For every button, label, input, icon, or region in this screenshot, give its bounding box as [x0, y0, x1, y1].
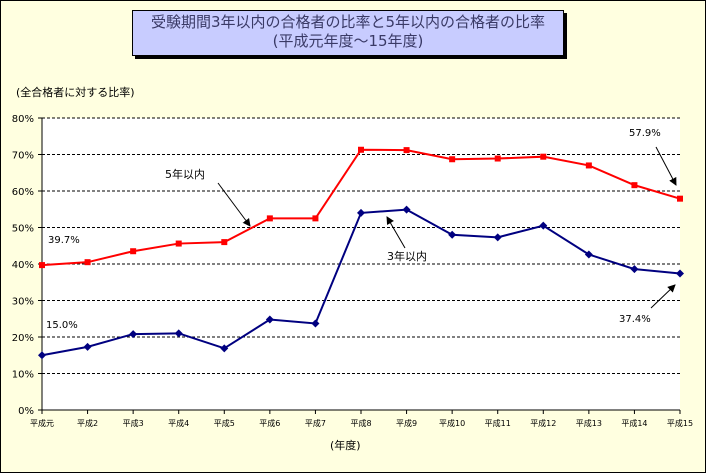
- y-axis-label: (全合格者に対する比率): [16, 86, 135, 99]
- data-point: [448, 230, 457, 239]
- x-tick-label: 平成元: [30, 418, 54, 428]
- data-point: [265, 315, 274, 324]
- x-tick-label: 平成5: [214, 418, 235, 428]
- data-point: [449, 156, 456, 163]
- arrow-5yr: [217, 182, 251, 227]
- x-tick-label: 平成10: [439, 418, 465, 428]
- data-point: [311, 319, 320, 328]
- x-tick-label: 平成15: [667, 418, 693, 428]
- data-point: [676, 269, 684, 278]
- data-point: [358, 146, 364, 153]
- x-tick-label: 平成8: [350, 418, 371, 428]
- data-label-last-5yr: 57.9%: [629, 128, 661, 139]
- x-tick-label: 平成9: [396, 418, 417, 428]
- x-tick-label: 平成7: [305, 418, 326, 428]
- y-tick-label: 40%: [12, 260, 34, 271]
- data-point: [39, 262, 45, 269]
- series-label-5yr: 5年以内: [165, 167, 205, 181]
- x-tick-label: 平成3: [123, 418, 144, 428]
- data-point: [585, 162, 592, 169]
- x-tick-label: 平成11: [485, 418, 511, 428]
- data-point: [402, 205, 411, 214]
- x-tick-label: 平成4: [168, 418, 189, 428]
- data-point: [493, 233, 502, 242]
- y-tick-label: 10%: [12, 370, 34, 381]
- y-tick-label: 70%: [12, 151, 34, 162]
- data-point: [84, 259, 91, 266]
- data-point: [129, 330, 138, 339]
- data-point: [130, 248, 137, 255]
- arrow-last-3yr: [650, 284, 676, 309]
- data-point: [38, 351, 46, 360]
- y-tick-label: 80%: [12, 114, 34, 125]
- y-tick-label: 50%: [12, 224, 34, 235]
- chart-subtitle: (平成元年度～15年度): [272, 32, 424, 50]
- x-tick-label: 平成2: [77, 418, 98, 428]
- x-tick-label: 平成14: [621, 418, 647, 428]
- data-point: [403, 147, 410, 154]
- y-tick-label: 30%: [12, 297, 34, 308]
- x-axis-label: (年度): [330, 439, 361, 452]
- data-label-first-3yr: 15.0%: [46, 320, 78, 331]
- arrow-3yr: [386, 216, 406, 249]
- data-point: [630, 265, 639, 274]
- data-point: [221, 239, 228, 246]
- y-tick-label: 20%: [12, 333, 34, 344]
- arrow-last-5yr: [655, 146, 677, 186]
- series-label-3yr: 3年以内: [387, 249, 427, 263]
- data-point: [174, 329, 183, 338]
- data-label-last-3yr: 37.4%: [619, 314, 651, 325]
- data-label-first-5yr: 39.7%: [48, 235, 80, 246]
- y-tick-label: 0%: [18, 406, 34, 417]
- data-point: [631, 182, 638, 189]
- x-tick-label: 平成13: [576, 418, 602, 428]
- data-point: [83, 342, 92, 351]
- data-point: [175, 240, 182, 247]
- data-point: [357, 208, 365, 217]
- chart-title-box: 受験期間3年以内の合格者の比率と5年以内の合格者の比率 (平成元年度～15年度): [132, 10, 564, 56]
- x-tick-label: 平成12: [530, 418, 556, 428]
- data-point: [540, 153, 547, 160]
- data-point: [220, 344, 229, 353]
- data-point: [494, 155, 501, 162]
- x-tick-label: 平成6: [259, 418, 280, 428]
- data-point: [584, 250, 593, 259]
- data-point: [312, 215, 319, 222]
- data-point: [266, 215, 273, 222]
- chart-title: 受験期間3年以内の合格者の比率と5年以内の合格者の比率: [150, 13, 546, 31]
- data-point: [677, 195, 683, 202]
- data-point: [539, 221, 548, 230]
- y-tick-label: 60%: [12, 187, 34, 198]
